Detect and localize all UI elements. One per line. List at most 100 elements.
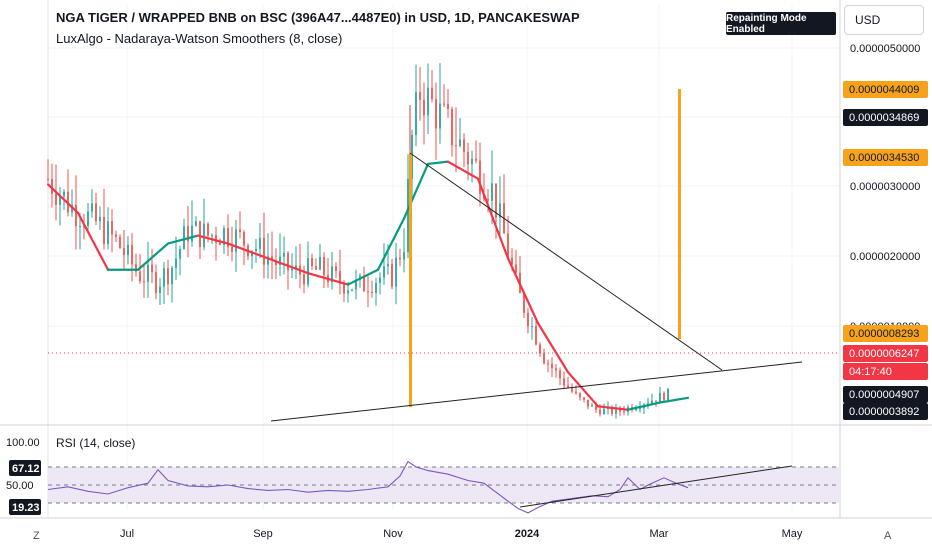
candle-body — [47, 178, 49, 180]
candle-body — [375, 282, 377, 293]
smoother-segment — [306, 272, 350, 286]
smoother-segment — [566, 371, 600, 408]
candle-body — [235, 229, 237, 252]
candle-body — [87, 211, 89, 227]
candle-body — [211, 235, 213, 237]
candle-body — [543, 353, 545, 364]
candle-body — [663, 392, 665, 401]
candle-body — [635, 408, 637, 411]
candle-body — [611, 407, 613, 414]
candle-body — [99, 216, 101, 222]
candle-body — [395, 257, 397, 287]
candle-body — [563, 378, 565, 386]
candle-body — [415, 92, 417, 135]
candle-body — [507, 233, 509, 258]
candle-body — [75, 204, 77, 227]
candle-body — [191, 225, 193, 242]
rsi-label: RSI (14, close) — [56, 436, 136, 450]
timezone-button[interactable]: Z — [33, 530, 40, 542]
descending-trendline — [409, 152, 723, 371]
candle-body — [451, 108, 453, 146]
candle-body — [295, 265, 297, 269]
repainting-mode-badge: Repainting Mode Enabled — [726, 12, 836, 35]
rsi-value-label: 67.12 — [12, 463, 40, 475]
candle-body — [367, 291, 369, 293]
candle-body — [479, 160, 481, 194]
candle-body — [215, 235, 217, 243]
candle-body — [283, 252, 285, 257]
candle-body — [171, 268, 173, 285]
candle-body — [111, 221, 113, 235]
candle-body — [91, 203, 93, 212]
candle-body — [619, 408, 621, 412]
price-label: 0.0000004907 — [849, 389, 919, 401]
candle-body — [139, 271, 141, 282]
candle-body — [399, 257, 401, 260]
smoother-segment — [46, 183, 80, 214]
candle-body — [219, 242, 221, 246]
candle-body — [571, 387, 573, 392]
smoother-segment — [136, 242, 170, 271]
candle-body — [55, 193, 57, 205]
price-label: 0.0000008293 — [849, 328, 919, 340]
smoother-segment — [226, 242, 270, 260]
candle-body — [51, 179, 53, 194]
candle-body — [323, 256, 325, 276]
price-label-bg — [843, 363, 928, 380]
candle-body — [527, 312, 529, 327]
candle-body — [639, 408, 641, 410]
rsi-tick-label: 50.00 — [6, 480, 34, 492]
auto-scale-button[interactable]: A — [884, 530, 892, 542]
candle-body — [659, 392, 661, 402]
candle-body — [455, 145, 457, 147]
candle-body — [271, 256, 273, 261]
smoother-segment — [626, 401, 660, 411]
orange-bar-mar — [678, 89, 681, 339]
price-label-bg — [843, 149, 928, 166]
candle-body — [515, 264, 517, 273]
candle-body — [371, 292, 373, 294]
candle-body — [147, 264, 149, 282]
smoother-segment — [536, 322, 570, 374]
candle-body — [471, 158, 473, 165]
orange-bar-nov — [409, 153, 412, 407]
candle-body — [167, 268, 169, 285]
candle-body — [239, 229, 241, 233]
candle-body — [667, 388, 669, 401]
price-label: 0.0000006247 — [849, 348, 919, 360]
smoother-segment — [402, 162, 430, 220]
candle-body — [307, 258, 309, 285]
rsi-trendline — [519, 465, 793, 508]
candle-body — [595, 405, 597, 410]
candle-body — [223, 228, 225, 246]
candle-body — [475, 158, 477, 161]
candle-body — [79, 226, 81, 228]
rsi-value-bg — [9, 460, 41, 476]
candle-body — [259, 237, 261, 249]
price-label: 0.0000044009 — [849, 84, 919, 96]
candle-body — [195, 221, 197, 226]
smoother-segment — [596, 405, 630, 411]
candle-body — [275, 260, 277, 265]
candle-body — [559, 370, 561, 379]
candle-body — [567, 385, 569, 388]
currency-select[interactable]: USD — [844, 5, 924, 35]
candle-body — [623, 411, 625, 413]
candle-body — [159, 286, 161, 293]
candle-body — [491, 183, 493, 201]
candle-body — [243, 232, 245, 246]
rsi-tick-label: 100.00 — [6, 437, 40, 449]
candle-body — [263, 237, 265, 265]
smoother-segment — [166, 234, 200, 245]
candle-body — [115, 234, 117, 237]
candle-body — [591, 405, 593, 407]
candle-body — [355, 280, 357, 290]
candle-body — [651, 400, 653, 404]
smoother-segment — [656, 396, 690, 404]
candle-body — [127, 244, 129, 256]
candle-body — [287, 252, 289, 271]
candle-body — [379, 277, 381, 283]
price-label-bg — [843, 386, 928, 403]
x-tick-label: 2024 — [515, 528, 540, 540]
